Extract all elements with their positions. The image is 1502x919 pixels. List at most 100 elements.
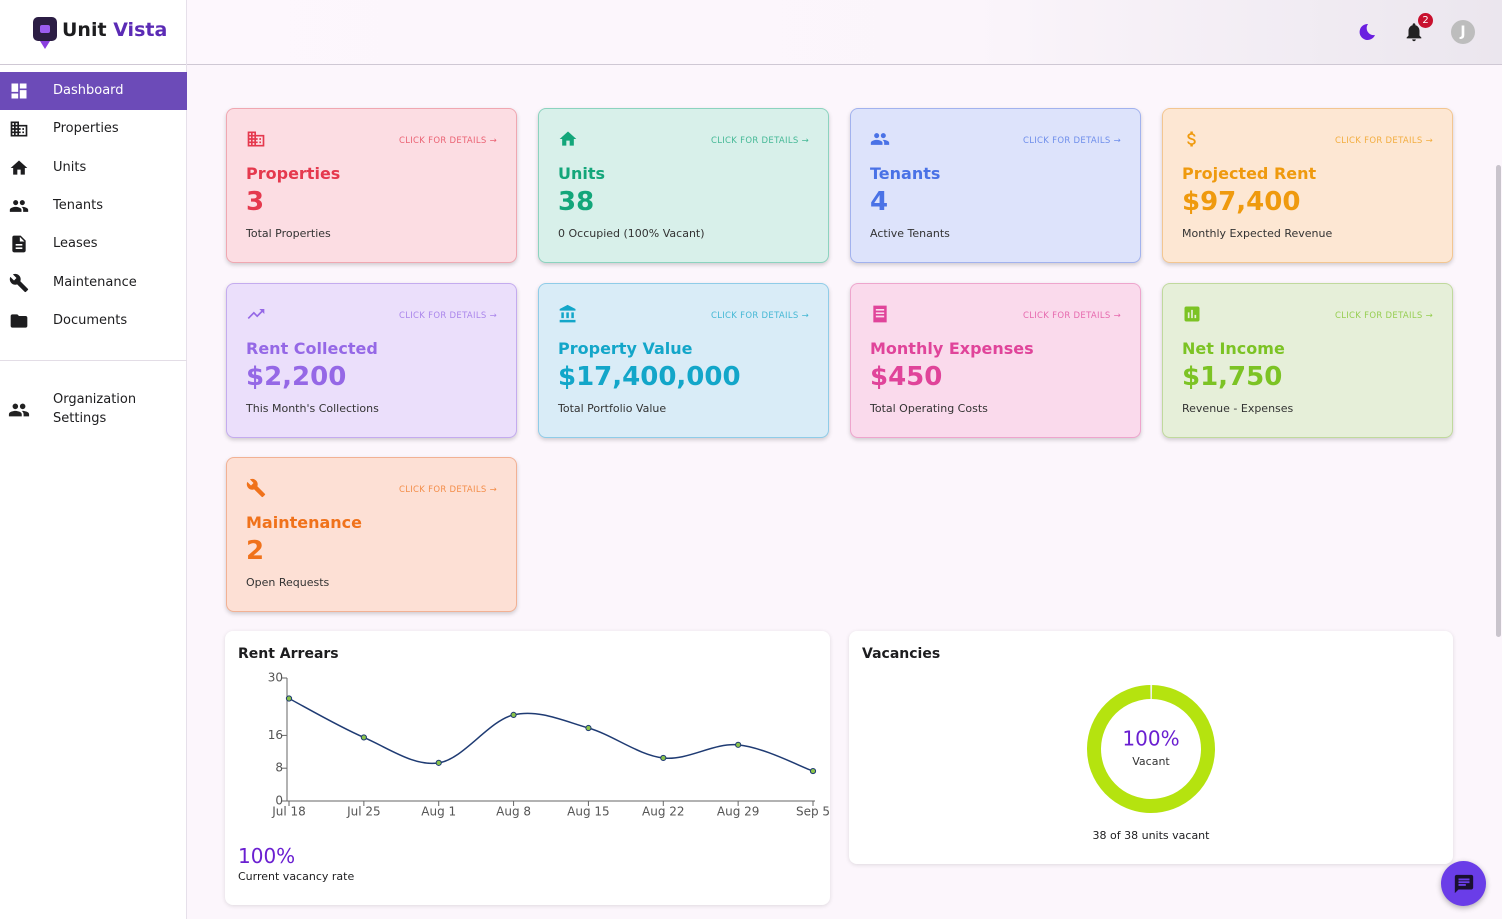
nav-item[interactable]: Tenants xyxy=(0,187,187,225)
nav-list: Dashboard Properties Units Tenants Leases Mai… xyxy=(0,72,187,372)
icon-shape xyxy=(10,121,28,137)
nav-label: Properties xyxy=(53,121,119,137)
stat-card[interactable]: CLICK FOR DETAILS → Monthly Expenses $450 T… xyxy=(850,282,1141,438)
icon xyxy=(870,133,890,145)
nav-label: Leases xyxy=(53,236,98,252)
stat-card[interactable]: CLICK FOR DETAILS → Rent Collected $2,200 T… xyxy=(226,282,517,438)
stat-card[interactable]: CLICK FOR DETAILS → Properties 3 Total Prop… xyxy=(226,108,517,263)
card-subtitle: Open Requests xyxy=(246,576,330,589)
icon xyxy=(1187,131,1196,147)
card-subtitle: Active Tenants xyxy=(870,227,950,240)
nav-item[interactable]: Properties xyxy=(0,110,187,148)
settings-label: Organization Settings xyxy=(53,392,137,426)
icon-shape xyxy=(559,131,577,146)
top-bar: 2 J xyxy=(187,0,1502,65)
nav-label: Documents xyxy=(53,312,128,328)
card-value: $97,400 xyxy=(1182,187,1301,217)
card-subtitle: Total Operating Costs xyxy=(870,401,988,415)
card-title: Projected Rent xyxy=(1182,164,1317,183)
vacancy-footer: 38 of 38 units vacant xyxy=(1092,829,1210,842)
card-value: $2,200 xyxy=(246,361,347,392)
card-subtitle: Total Portfolio Value xyxy=(558,401,667,415)
card-title: Net Income xyxy=(1182,338,1285,358)
settings-link[interactable]: Organization Settings xyxy=(0,386,187,432)
stat-card[interactable]: CLICK FOR DETAILS → Net Income $1,750 Reven… xyxy=(1162,282,1453,438)
icon xyxy=(873,305,887,322)
nav-item[interactable]: Documents xyxy=(0,302,187,340)
brand: Unit Vista xyxy=(62,19,167,41)
card-title: Rent Collected xyxy=(246,338,378,358)
icon-shape xyxy=(559,304,576,322)
card-title: Property Value xyxy=(558,338,693,358)
icon-shape xyxy=(1187,131,1196,147)
stat-card[interactable]: CLICK FOR DETAILS → Tenants 4 Active Tenant… xyxy=(850,108,1141,263)
icon xyxy=(559,304,576,322)
panel-title: Rent Arrears xyxy=(238,646,339,662)
card-link: CLICK FOR DETAILS → xyxy=(710,310,809,321)
stat-card[interactable]: CLICK FOR DETAILS → Property Value $17,400… xyxy=(538,282,829,438)
card-value: 2 xyxy=(246,536,265,566)
icon-shape xyxy=(9,273,29,292)
card-link: CLICK FOR DETAILS → xyxy=(1022,310,1121,321)
vacancies-panel: Vacancies 38 of 38 units vacant xyxy=(849,631,1453,864)
card-title: Maintenance xyxy=(246,513,363,532)
card-subtitle: Monthly Expected Revenue xyxy=(1182,227,1333,240)
notification-badge: 2 xyxy=(1418,13,1433,28)
card-subtitle: 0 Occupied (100% Vacant) xyxy=(558,227,705,240)
sidebar: Unit Vista Dashboard Properties Units Tenan… xyxy=(0,0,187,919)
icon xyxy=(10,314,28,328)
card-link: CLICK FOR DETAILS → xyxy=(398,310,497,321)
icon xyxy=(247,308,265,319)
settings-icon xyxy=(8,403,30,417)
icon-shape xyxy=(246,478,266,498)
chat-button[interactable] xyxy=(1441,861,1486,906)
icon xyxy=(9,273,29,292)
icon-shape xyxy=(1184,306,1200,321)
icon-shape xyxy=(247,131,265,147)
stat-card[interactable]: CLICK FOR DETAILS → Units 38 0 Occupied (10… xyxy=(538,108,829,263)
avatar[interactable]: J xyxy=(1451,20,1475,44)
icon-shape xyxy=(11,83,27,99)
card-value: 4 xyxy=(870,187,889,217)
icon xyxy=(11,83,27,99)
rent-arrears-panel: Rent Arrears 100% Current vacancy rate xyxy=(225,631,830,905)
icon xyxy=(1184,306,1200,321)
icon-shape xyxy=(870,133,890,145)
card-link: CLICK FOR DETAILS → xyxy=(710,136,809,146)
card-title: Units xyxy=(558,164,606,183)
card-value: 3 xyxy=(246,187,265,217)
icon-shape xyxy=(9,200,29,212)
nav-label: Dashboard xyxy=(53,83,124,98)
card-link: CLICK FOR DETAILS → xyxy=(398,485,497,495)
panel-title: Vacancies xyxy=(862,646,941,662)
icon xyxy=(10,160,28,175)
nav-item[interactable]: Units xyxy=(0,149,187,187)
chat-icon xyxy=(1454,874,1474,894)
nav-item[interactable]: Leases xyxy=(0,225,187,263)
sidebar-divider xyxy=(0,64,186,65)
icon-shape xyxy=(10,160,28,175)
scrollbar xyxy=(1496,165,1501,637)
nav-label: Units xyxy=(53,159,87,175)
card-link: CLICK FOR DETAILS → xyxy=(398,136,497,146)
notifications-button[interactable] xyxy=(1403,21,1425,43)
icon xyxy=(10,121,28,137)
card-value: $17,400,000 xyxy=(558,361,741,392)
vacancy-rate: 100% xyxy=(238,844,296,868)
brand-first: Unit xyxy=(62,19,107,41)
card-title: Tenants xyxy=(870,164,941,183)
nav-divider xyxy=(0,360,187,361)
card-subtitle: This Month's Collections xyxy=(246,401,379,415)
icon-shape xyxy=(247,308,265,319)
brand-second: Vista xyxy=(113,19,168,41)
nav-label: Maintenance xyxy=(53,274,137,290)
nav-item[interactable]: Maintenance xyxy=(0,264,187,302)
card-value: $1,750 xyxy=(1182,361,1283,392)
nav-item[interactable]: Dashboard xyxy=(0,72,187,110)
stat-card[interactable]: CLICK FOR DETAILS → Projected Rent $97,400… xyxy=(1162,108,1453,263)
stat-card[interactable]: CLICK FOR DETAILS → Maintenance 2 Open Requ… xyxy=(226,457,517,612)
theme-toggle[interactable] xyxy=(1357,22,1377,42)
card-link: CLICK FOR DETAILS → xyxy=(1334,310,1433,321)
icon xyxy=(559,131,577,146)
